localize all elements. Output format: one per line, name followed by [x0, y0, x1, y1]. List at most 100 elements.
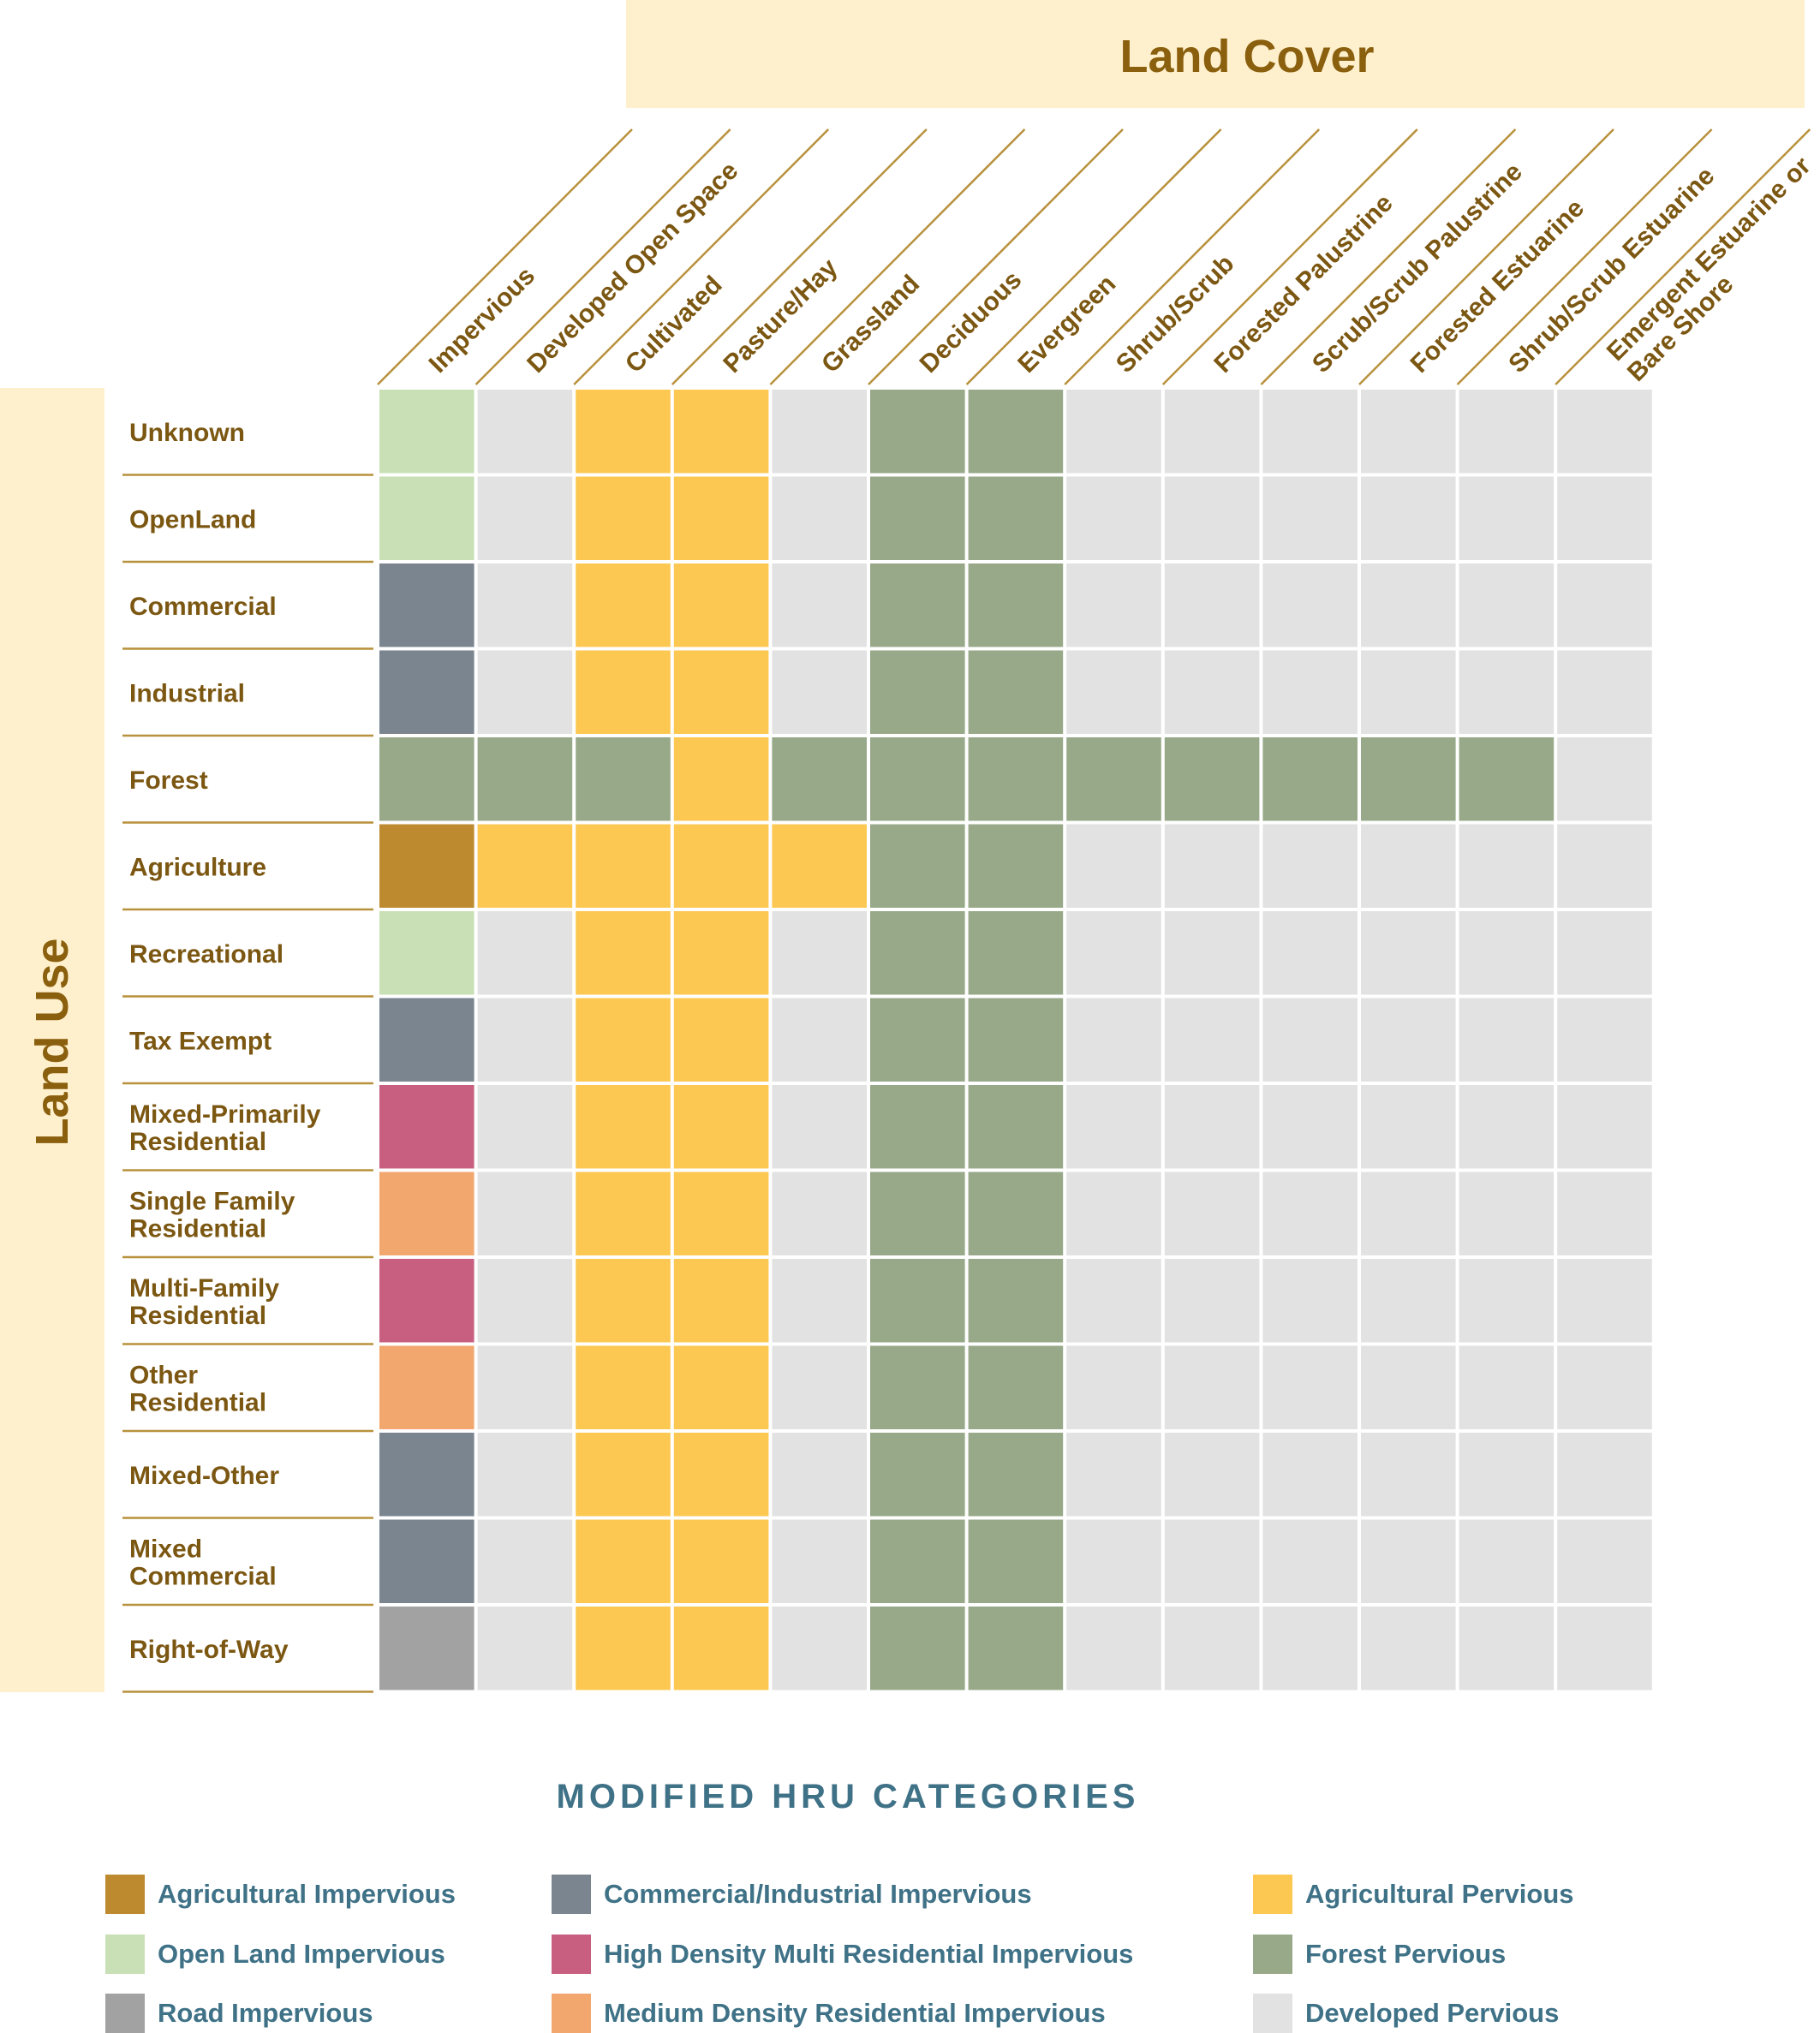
cell — [379, 911, 474, 995]
cell — [870, 1345, 965, 1429]
cell — [1361, 1345, 1456, 1429]
legend-label: Open Land Impervious — [158, 1939, 445, 1969]
cell — [1164, 1259, 1260, 1343]
cell — [379, 563, 474, 647]
cell — [1164, 998, 1260, 1082]
cell — [968, 1259, 1064, 1343]
cell — [379, 476, 474, 560]
cell — [1262, 1085, 1358, 1169]
cell — [1557, 1345, 1652, 1429]
cell — [1459, 476, 1554, 560]
cell — [772, 824, 867, 908]
row-label: OpenLand — [129, 505, 256, 534]
cell — [1459, 998, 1554, 1082]
cell — [673, 911, 769, 995]
legend-label: Agricultural Impervious — [158, 1879, 456, 1909]
cell — [1361, 998, 1456, 1082]
legend-item: Agricultural Impervious — [105, 1875, 456, 1914]
cell — [1557, 563, 1652, 647]
cell — [1459, 563, 1554, 647]
cell — [1459, 1433, 1554, 1517]
row-label: Mixed-Primarily Residential — [129, 1100, 321, 1156]
legend-item: Medium Density Residential Impervious — [552, 1994, 1106, 2033]
legend-label: Developed Pervious — [1305, 1998, 1560, 2028]
cell — [576, 1172, 671, 1255]
cell — [1164, 390, 1260, 474]
cell — [1164, 737, 1260, 821]
row-label: Tax Exempt — [129, 1027, 272, 1055]
legend-swatch — [552, 1875, 591, 1914]
cell — [1361, 1519, 1456, 1603]
cell — [1066, 911, 1161, 995]
column-guide-line — [377, 128, 633, 385]
cell — [477, 1607, 573, 1690]
cell — [1361, 390, 1456, 474]
cell — [477, 1433, 573, 1517]
cell — [870, 998, 965, 1082]
land-cover-header: Land Cover — [1119, 31, 1374, 82]
cell — [1557, 1259, 1652, 1343]
cell — [379, 1259, 474, 1343]
cell — [1262, 390, 1358, 474]
cell — [772, 1607, 867, 1690]
legend-item: Road Impervious — [105, 1994, 373, 2033]
cell — [1066, 1607, 1161, 1690]
cell — [1361, 737, 1456, 821]
cell — [870, 1085, 965, 1169]
cell — [1066, 1345, 1161, 1429]
cell — [1164, 650, 1260, 734]
cell — [772, 1519, 867, 1603]
legend-swatch — [552, 1935, 591, 1974]
cell — [1262, 1519, 1358, 1603]
cell — [1557, 1519, 1652, 1603]
cell — [1066, 824, 1161, 908]
cell — [1557, 911, 1652, 995]
cell — [576, 824, 671, 908]
cell — [673, 390, 769, 474]
column-guide-line — [868, 128, 1124, 385]
cell — [772, 563, 867, 647]
cell — [1262, 998, 1358, 1082]
cell — [1164, 1519, 1260, 1603]
cell — [1262, 1607, 1358, 1690]
legend-label: Agricultural Pervious — [1305, 1879, 1574, 1909]
cell — [673, 824, 769, 908]
cell — [772, 911, 867, 995]
cell — [1164, 911, 1260, 995]
cell — [1066, 650, 1161, 734]
cell — [1066, 390, 1161, 474]
legend-swatch — [105, 1935, 145, 1974]
cell — [1361, 476, 1456, 560]
cell — [968, 1607, 1064, 1690]
cell — [1459, 650, 1554, 734]
cell — [477, 998, 573, 1082]
row-label: Multi-Family Residential — [129, 1274, 279, 1330]
legend-item: High Density Multi Residential Imperviou… — [552, 1935, 1133, 1974]
cell — [870, 1607, 965, 1690]
cell — [1164, 1085, 1260, 1169]
column-guide-line — [573, 128, 830, 385]
cell — [772, 1259, 867, 1343]
cell — [968, 476, 1064, 560]
cell — [379, 390, 474, 474]
cell — [772, 998, 867, 1082]
cell — [1262, 1172, 1358, 1255]
cell — [870, 1259, 965, 1343]
cell — [379, 737, 474, 821]
land-use-header-band — [0, 388, 104, 1692]
legend-item: Agricultural Pervious — [1253, 1875, 1574, 1914]
cell — [1262, 911, 1358, 995]
cell — [673, 1607, 769, 1690]
cell — [576, 563, 671, 647]
cell — [576, 737, 671, 821]
row-label: Mixed-Other — [129, 1462, 279, 1490]
column-guide-line — [1064, 128, 1321, 385]
cell — [1164, 1345, 1260, 1429]
cell — [1557, 1607, 1652, 1690]
cell — [477, 563, 573, 647]
cell — [576, 476, 671, 560]
cell — [477, 1519, 573, 1603]
cell — [870, 1519, 965, 1603]
cell — [772, 476, 867, 560]
